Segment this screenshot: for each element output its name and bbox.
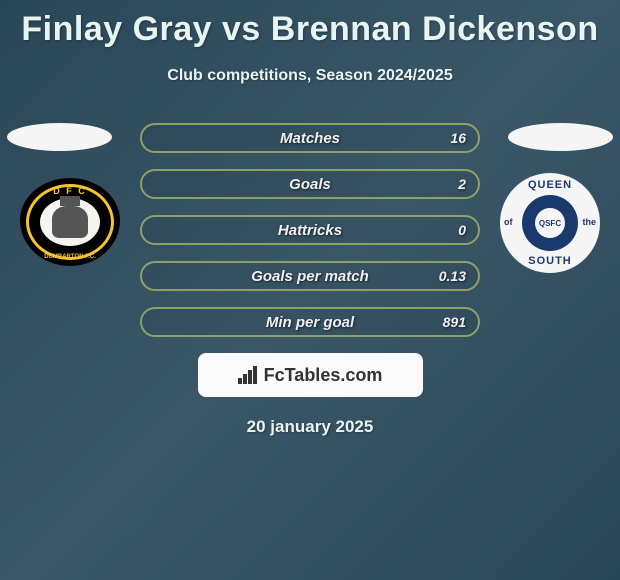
stat-value-right: 2 <box>458 176 466 192</box>
crest-text-right: the <box>583 217 597 227</box>
stat-row-hattricks: Hattricks 0 <box>140 215 480 245</box>
stat-value-right: 16 <box>450 130 466 146</box>
bar-chart-icon <box>238 366 258 384</box>
date-text: 20 january 2025 <box>0 417 620 437</box>
source-logo[interactable]: FcTables.com <box>198 353 423 397</box>
subtitle: Club competitions, Season 2024/2025 <box>0 67 620 85</box>
stat-row-matches: Matches 16 <box>140 123 480 153</box>
team-crest-right: QUEEN of the QSFC SOUTH <box>500 173 600 273</box>
crest-text-top: QUEEN <box>500 179 600 191</box>
stat-label: Matches <box>142 130 478 147</box>
stat-label: Goals per match <box>142 268 478 285</box>
team-crest-left: D F C DUMBARTON F.C. <box>20 178 120 266</box>
elephant-icon <box>52 206 88 238</box>
stat-row-gpm: Goals per match 0.13 <box>140 261 480 291</box>
stat-value-right: 0 <box>458 222 466 238</box>
stat-label: Goals <box>142 176 478 193</box>
stat-label: Min per goal <box>142 314 478 331</box>
player-name-pill-left <box>7 123 112 151</box>
stat-row-mpg: Min per goal 891 <box>140 307 480 337</box>
stat-row-goals: Goals 2 <box>140 169 480 199</box>
player-name-pill-right <box>508 123 613 151</box>
qos-crest: QUEEN of the QSFC SOUTH <box>500 173 600 273</box>
page-title: Finlay Gray vs Brennan Dickenson <box>0 0 620 49</box>
crest-text-top: D F C <box>20 186 120 196</box>
crest-text-left: of <box>504 217 513 227</box>
stats-list: Matches 16 Goals 2 Hattricks 0 Goals per… <box>140 123 480 337</box>
comparison-area: D F C DUMBARTON F.C. QUEEN of the QSFC S… <box>0 123 620 437</box>
stat-value-right: 0.13 <box>439 268 466 284</box>
dumbarton-crest: D F C DUMBARTON F.C. <box>20 178 120 266</box>
crest-text-bottom: DUMBARTON F.C. <box>20 254 120 260</box>
source-logo-text: FcTables.com <box>264 365 383 386</box>
stat-value-right: 891 <box>443 314 466 330</box>
crest-text-bottom: SOUTH <box>500 255 600 267</box>
crest-center: QSFC <box>535 208 565 238</box>
stat-label: Hattricks <box>142 222 478 239</box>
